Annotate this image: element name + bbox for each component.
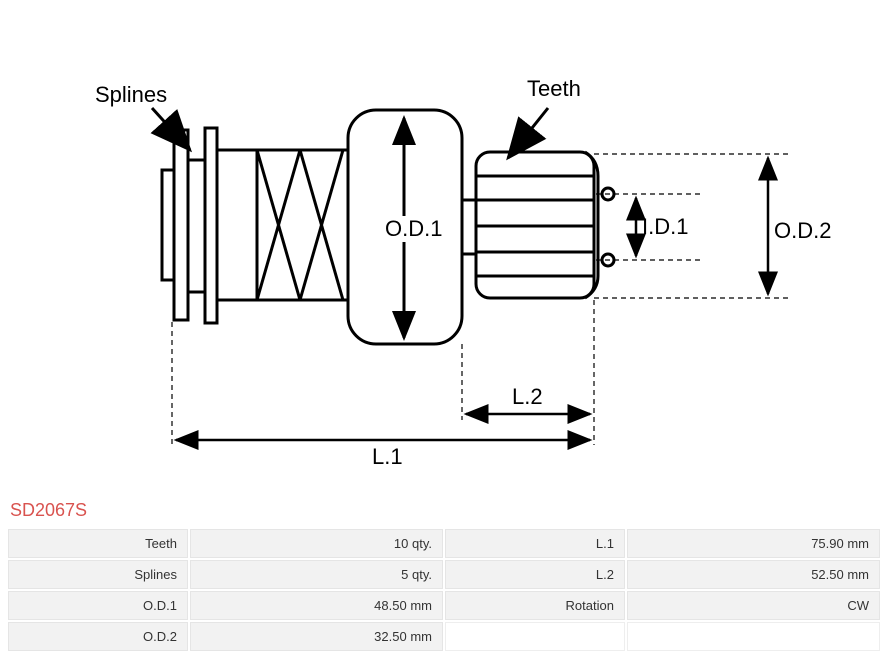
spec-table: Teeth 10 qty. L.1 75.90 mm Splines 5 qty… xyxy=(6,527,882,653)
table-row: Splines 5 qty. L.2 52.50 mm xyxy=(8,560,880,589)
label-l1: L.1 xyxy=(372,444,403,470)
drawing-svg xyxy=(0,0,889,490)
spec-value: 48.50 mm xyxy=(190,591,443,620)
spec-empty xyxy=(445,622,625,651)
spec-label: Splines xyxy=(8,560,188,589)
spec-label: L.1 xyxy=(445,529,625,558)
spec-value: 32.50 mm xyxy=(190,622,443,651)
spec-label: O.D.2 xyxy=(8,622,188,651)
spec-value: 10 qty. xyxy=(190,529,443,558)
label-od2: O.D.2 xyxy=(774,218,831,244)
label-teeth: Teeth xyxy=(527,76,581,102)
table-row: Teeth 10 qty. L.1 75.90 mm xyxy=(8,529,880,558)
spec-label: Teeth xyxy=(8,529,188,558)
technical-diagram: Splines Teeth O.D.1 I.D.1 O.D.2 L.1 L.2 xyxy=(0,0,889,490)
table-row: O.D.1 48.50 mm Rotation CW xyxy=(8,591,880,620)
table-row: O.D.2 32.50 mm xyxy=(8,622,880,651)
label-l2: L.2 xyxy=(512,384,543,410)
part-number: SD2067S xyxy=(0,490,889,527)
spec-value: 52.50 mm xyxy=(627,560,880,589)
spec-label: Rotation xyxy=(445,591,625,620)
spec-label: L.2 xyxy=(445,560,625,589)
spec-value: 75.90 mm xyxy=(627,529,880,558)
label-id1: I.D.1 xyxy=(642,214,688,240)
spec-value: CW xyxy=(627,591,880,620)
spec-label: O.D.1 xyxy=(8,591,188,620)
spec-value: 5 qty. xyxy=(190,560,443,589)
spec-empty xyxy=(627,622,880,651)
label-splines: Splines xyxy=(95,82,167,108)
label-od1: O.D.1 xyxy=(383,216,444,242)
